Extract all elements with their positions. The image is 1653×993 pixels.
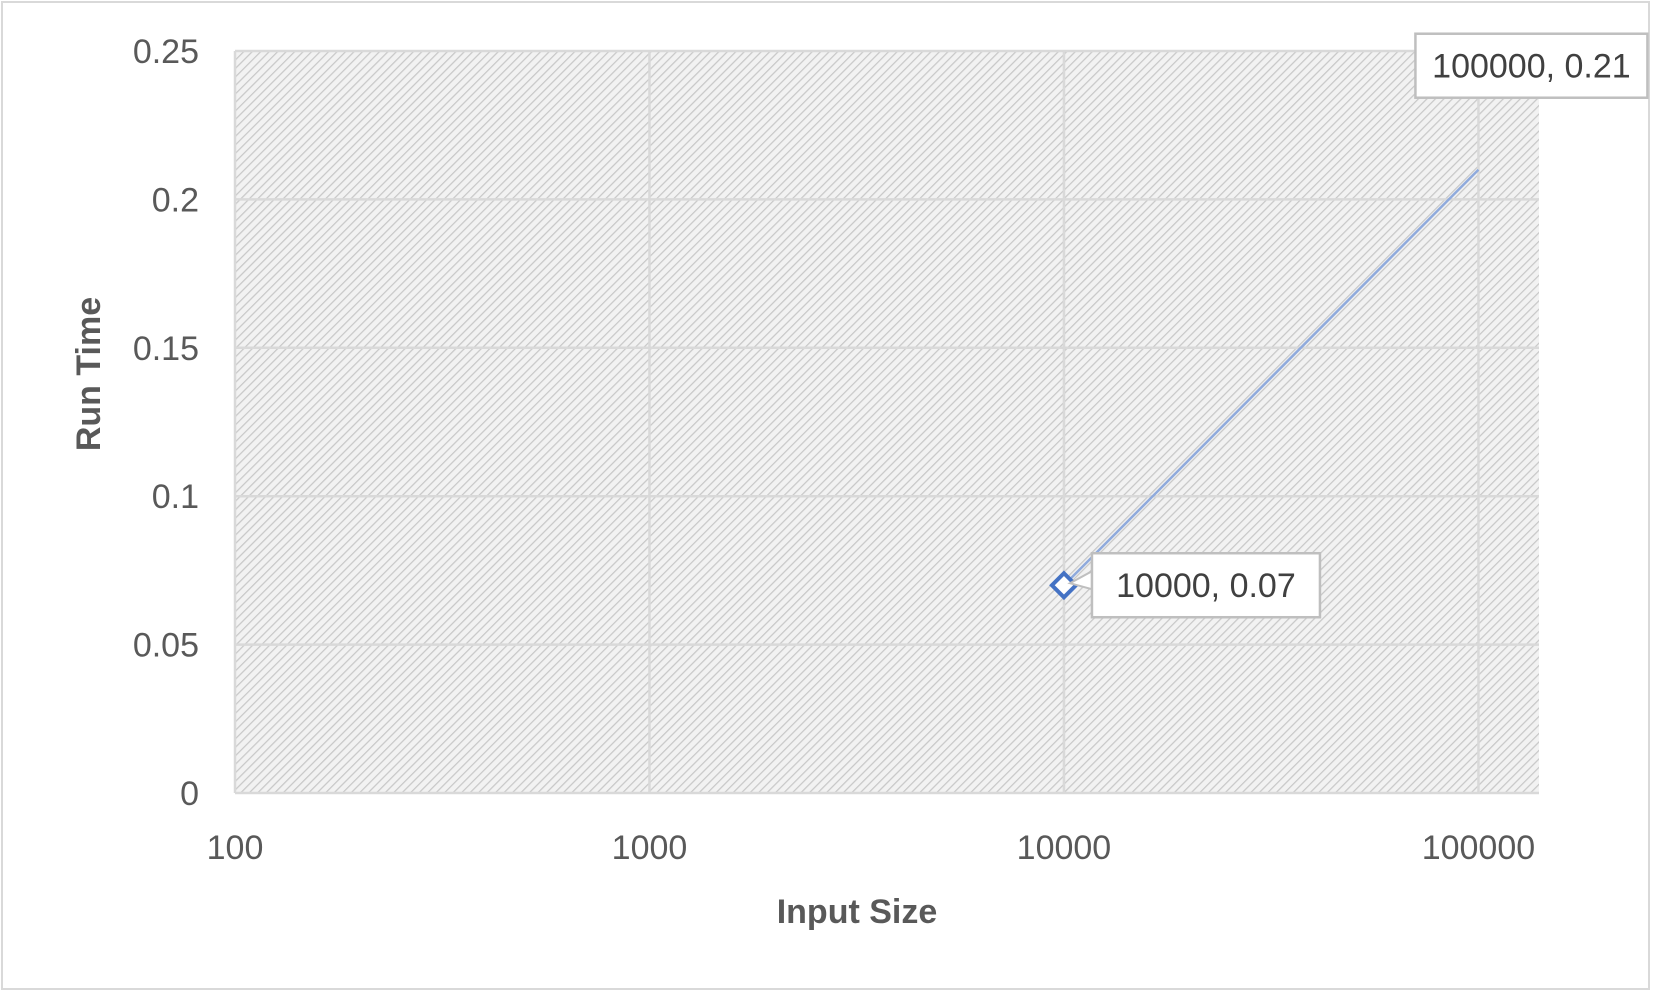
data-label-box [1090, 551, 1322, 619]
y-tick-label: 0.25 [133, 33, 199, 71]
chart-svg: 0 0.05 0.1 0.15 0.2 0.25 100 1000 10000 100000 10… [70, 32, 1649, 931]
gridlines [233, 49, 1539, 795]
data-label: 100000, 0.21 [1414, 32, 1649, 99]
x-axis-title: Input Size [777, 893, 938, 931]
data-label: 10000, 0.07 [1067, 551, 1322, 619]
plot-background [235, 51, 1539, 793]
x-tick-label: 1000 [612, 829, 688, 867]
data-label-text: 100000, 0.21 [1432, 48, 1631, 86]
x-tick-label: 10000 [1017, 829, 1112, 867]
plot-area [235, 51, 1539, 793]
data-label-box [1414, 32, 1649, 99]
y-tick-label: 0.1 [152, 478, 199, 516]
y-tick-label: 0 [180, 775, 199, 813]
series-line [1063, 168, 1480, 587]
data-label-text: 10000, 0.07 [1116, 567, 1296, 605]
y-axis-title: Run Time [70, 297, 108, 451]
x-tick-label: 100 [207, 829, 264, 867]
x-tick-label: 100000 [1422, 829, 1535, 867]
y-tick-label: 0.2 [152, 181, 199, 219]
data-series [1049, 168, 1480, 601]
y-tick-label: 0.15 [133, 330, 199, 368]
data-labels: 10000, 0.07 100000, 0.21 [1067, 32, 1649, 619]
y-tick-label: 0.05 [133, 627, 199, 665]
tick-labels: 0 0.05 0.1 0.15 0.2 0.25 100 1000 10000 100000 [133, 33, 1535, 867]
